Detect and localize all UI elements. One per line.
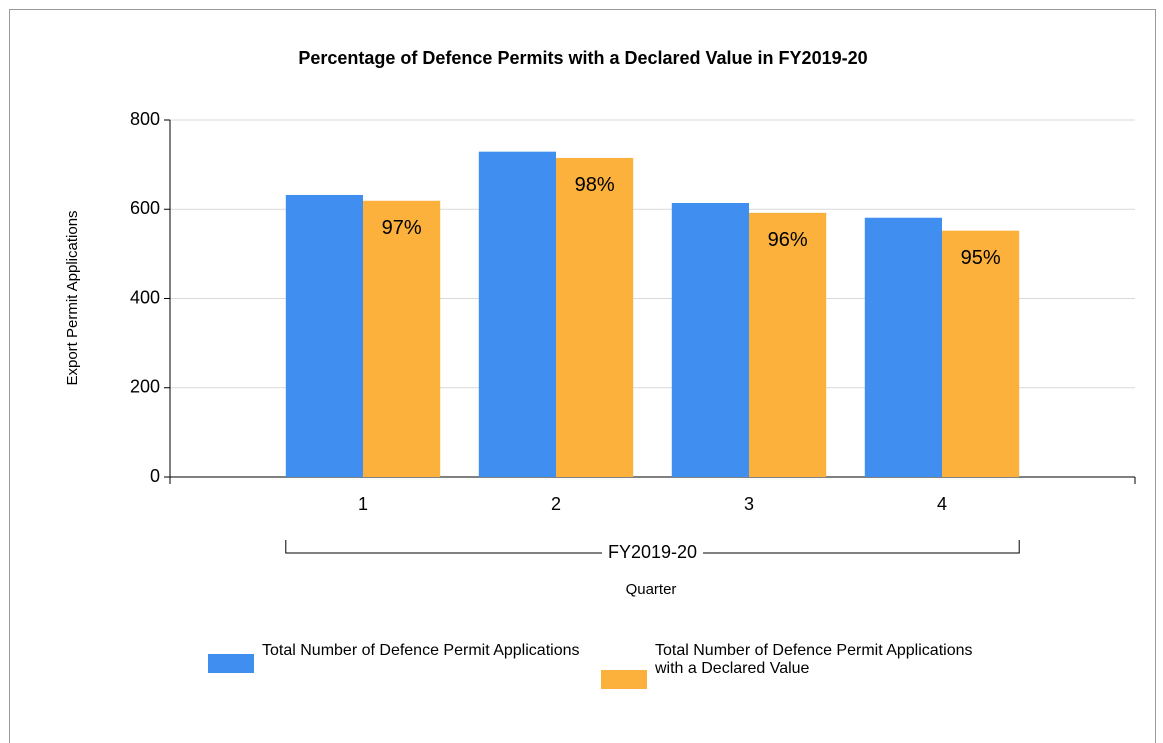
bar	[749, 212, 827, 477]
y-tick-label: 0	[150, 466, 160, 486]
legend-label: Total Number of Defence Permit Applicati…	[262, 642, 580, 659]
data-label: 97%	[382, 217, 422, 239]
data-label: 98%	[575, 174, 615, 196]
legend-label: Total Number of Defence Permit Applicati…	[655, 642, 973, 677]
x-tick-label: 2	[551, 494, 561, 514]
x-tick-label: 1	[358, 494, 368, 514]
y-tick-label: 400	[130, 287, 160, 307]
x-tick-label: 4	[937, 494, 947, 514]
bar	[285, 194, 363, 477]
bar	[478, 151, 556, 477]
y-tick-label: 800	[130, 109, 160, 129]
group-label: FY2019-20	[608, 542, 697, 562]
bar	[671, 203, 749, 477]
data-label: 95%	[961, 247, 1001, 269]
legend-swatch	[208, 654, 254, 673]
data-label: 96%	[768, 229, 808, 251]
frame	[9, 9, 1156, 743]
bar	[864, 217, 942, 477]
x-tick-label: 3	[744, 494, 754, 514]
bar	[556, 157, 634, 477]
y-axis-label: Export Permit Applications	[64, 210, 81, 385]
x-axis-label: Quarter	[626, 581, 677, 598]
bar	[363, 200, 441, 478]
y-tick-label: 600	[130, 198, 160, 218]
chart-title: Percentage of Defence Permits with a Dec…	[298, 48, 867, 68]
group-bracket	[285, 540, 1020, 554]
legend-swatch	[601, 670, 647, 689]
y-tick-label: 200	[130, 377, 160, 397]
bar	[942, 230, 1020, 477]
